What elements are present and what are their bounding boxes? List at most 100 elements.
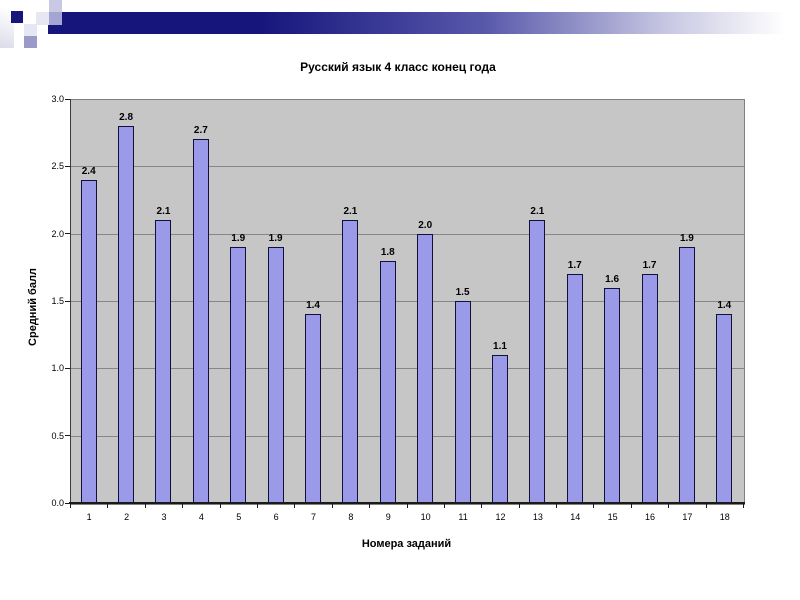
bar	[529, 220, 546, 503]
x-tick-label: 3	[161, 512, 167, 522]
bar-value-label: 1.5	[455, 287, 470, 298]
y-axis-tick	[65, 502, 70, 504]
x-tick-label: 8	[348, 512, 354, 522]
gridline	[71, 166, 744, 168]
bar	[604, 287, 621, 503]
y-tick-label: 0.5	[51, 430, 64, 441]
x-axis-tick	[705, 503, 707, 508]
x-tick-label: 11	[458, 512, 468, 522]
decorative-square	[36, 12, 49, 25]
bar-value-label: 1.8	[380, 246, 395, 258]
bar-value-label: 1.4	[717, 300, 732, 312]
x-axis-tick	[443, 503, 445, 508]
gridline	[71, 233, 744, 235]
x-axis-title: Номера заданий	[361, 538, 452, 550]
x-axis-tick	[331, 503, 333, 508]
bar	[192, 139, 209, 503]
decorative-square	[24, 36, 37, 48]
x-tick-label: 6	[273, 512, 279, 522]
x-tick-label: 18	[719, 512, 730, 522]
y-tick-label: 2.5	[51, 161, 64, 172]
x-tick-label: 1	[86, 512, 92, 522]
y-tick-label: 1.5	[51, 296, 64, 306]
bar	[417, 233, 434, 503]
y-axis-title: Средний балл	[27, 268, 39, 346]
bar	[678, 247, 695, 503]
decorative-square	[11, 11, 23, 23]
chart-title: Русский язык 4 класс конец года	[300, 60, 496, 74]
bar-value-label: 1.6	[605, 273, 620, 285]
bar-value-label: 2.0	[418, 219, 433, 231]
decorative-square	[24, 24, 37, 36]
y-axis-line	[70, 99, 71, 503]
x-axis-tick	[70, 503, 71, 508]
y-axis-tick	[65, 165, 70, 167]
bar-value-label: 1.9	[679, 233, 694, 245]
gridline	[71, 368, 744, 370]
bar-value-label: 1.7	[567, 260, 582, 272]
y-tick-label: 3.0	[51, 94, 64, 104]
decorative-square	[49, 0, 62, 12]
x-axis-tick	[219, 503, 221, 508]
y-axis-tick	[65, 367, 70, 369]
x-tick-label: 17	[682, 512, 693, 522]
x-tick-label: 13	[532, 512, 543, 522]
y-tick-label: 0.0	[51, 498, 64, 508]
x-axis-tick	[144, 503, 146, 508]
x-tick-label: 2	[124, 512, 130, 522]
bar-value-label: 2.7	[193, 125, 208, 137]
bar	[491, 354, 508, 503]
x-tick-label: 4	[198, 512, 204, 522]
x-axis-tick	[630, 503, 632, 508]
bar-value-label: 2.1	[156, 206, 171, 218]
bar	[379, 260, 396, 503]
gridline	[71, 301, 744, 302]
bar-value-label: 2.4	[81, 165, 96, 177]
bar-value-label: 1.9	[268, 233, 283, 245]
bar	[342, 220, 359, 503]
slide-accent-banner	[48, 12, 800, 34]
gridline	[71, 435, 744, 437]
bar	[641, 274, 658, 503]
x-axis-tick	[107, 503, 109, 508]
bar-value-label: 2.8	[119, 111, 134, 123]
x-tick-label: 7	[311, 512, 317, 522]
x-tick-label: 10	[420, 512, 431, 522]
x-axis-tick	[294, 503, 296, 508]
bar-value-label: 1.7	[642, 260, 657, 272]
x-axis-tick	[182, 503, 184, 508]
x-axis-tick	[256, 503, 258, 508]
bar	[80, 179, 97, 503]
x-axis-tick	[406, 503, 408, 508]
bar	[118, 125, 135, 503]
bar-value-label: 1.1	[493, 340, 507, 352]
y-axis-tick	[65, 300, 70, 302]
x-tick-label: 15	[607, 512, 618, 522]
x-axis-tick	[518, 503, 520, 508]
bar	[305, 314, 322, 503]
bar	[454, 301, 471, 503]
bar	[716, 314, 733, 503]
y-axis-tick	[65, 435, 70, 437]
x-axis-tick	[556, 503, 558, 508]
y-tick-label: 1.0	[51, 363, 64, 374]
x-tick-label: 14	[570, 512, 581, 522]
x-axis-tick	[743, 503, 744, 508]
slide-left-gradient-strip	[0, 0, 14, 48]
bar	[155, 220, 172, 503]
x-tick-label: 12	[495, 512, 506, 522]
x-axis-tick	[369, 503, 371, 508]
x-tick-label: 9	[385, 512, 391, 522]
decorative-square	[49, 12, 62, 25]
x-axis-tick	[593, 503, 595, 508]
bar-value-label: 2.1	[530, 206, 545, 218]
x-tick-label: 16	[645, 512, 656, 522]
bar-value-label: 1.4	[306, 300, 320, 312]
bar	[566, 274, 583, 503]
bar-value-label: 2.1	[343, 206, 358, 218]
y-tick-label: 2.0	[51, 228, 64, 239]
bar-value-label: 1.9	[231, 233, 246, 245]
bar	[267, 247, 284, 503]
x-axis-tick	[481, 503, 483, 508]
x-axis-tick	[668, 503, 670, 508]
